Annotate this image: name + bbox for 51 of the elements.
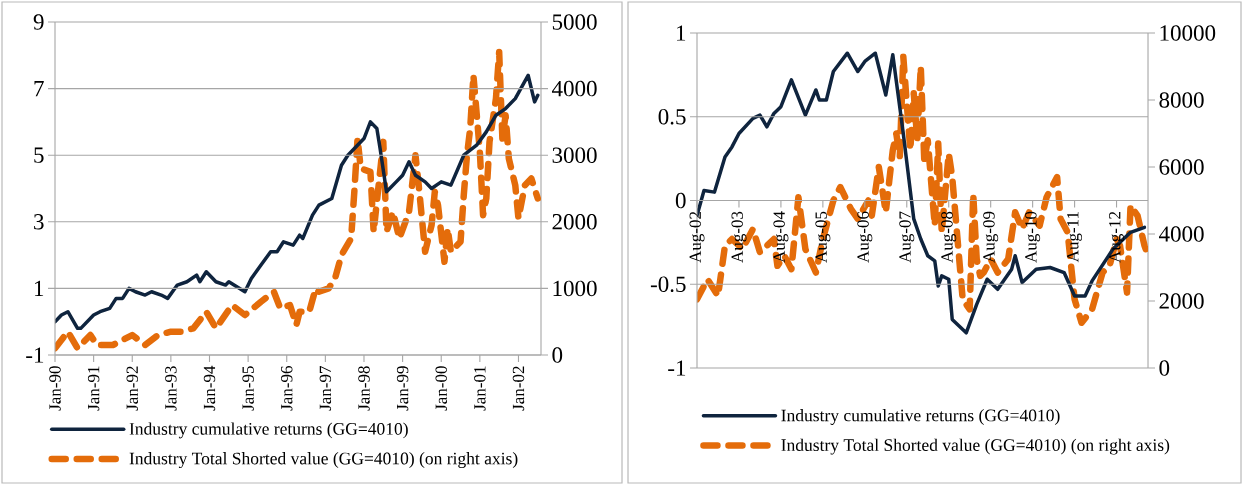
y-tick-label: -0.5 (650, 276, 686, 293)
x-tick-label: Aug-03 (731, 211, 747, 263)
x-tick-label: Aug-07 (899, 211, 915, 263)
y2-tick-label: 0 (1159, 360, 1170, 376)
x-tick-label: Jan-94 (203, 365, 216, 411)
x-tick-label: Jan-01 (474, 366, 486, 411)
y-tick-label: 0.5 (658, 108, 686, 125)
x-tick-label: Jan-92 (126, 366, 138, 411)
legend-label: Industry Total Shorted value (GG=4010) (on right axis) (129, 452, 518, 469)
y2-tick-label: 1000 (553, 280, 597, 297)
x-tick-label: Jan-00 (435, 366, 447, 411)
legend-label: Industry Total Shorted value (GG=4010) (on right axis) (781, 438, 1170, 455)
x-tick-label: Jan-02 (512, 366, 525, 411)
x-tick-label: Aug-09 (983, 211, 999, 263)
y2-tick-label: 5000 (552, 14, 597, 30)
x-tick-label: Jan-95 (242, 366, 254, 411)
y-tick-label: -1 (26, 347, 44, 363)
y-tick-label: 9 (33, 14, 44, 30)
y-tick-label: 1 (34, 280, 44, 296)
y2-tick-label: 3000 (552, 147, 597, 163)
x-tick-label: Aug-08 (941, 211, 957, 263)
x-tick-label: Aug-05 (815, 211, 831, 263)
y2-tick-label: 6000 (1159, 159, 1204, 175)
y-tick-label: 7 (34, 81, 44, 97)
y-tick-label: 3 (34, 214, 44, 230)
y2-tick-label: 4000 (551, 80, 597, 97)
x-tick-label: Aug-12 (1109, 211, 1125, 263)
y-tick-label: 1 (677, 25, 686, 41)
x-tick-label: Aug-11 (1067, 212, 1083, 263)
y2-tick-label: 10000 (1160, 25, 1216, 41)
x-tick-label: Jan-90 (49, 366, 61, 411)
y2-tick-label: 8000 (1159, 92, 1204, 108)
x-tick-label: Jan-99 (396, 366, 409, 411)
x-tick-label: Jan-96 (281, 366, 293, 411)
legend-label: Industry cumulative returns (GG=4010) (129, 422, 408, 439)
x-tick-label: Jan-93 (165, 366, 177, 411)
legend-label: Industry cumulative returns (GG=4010) (781, 409, 1060, 425)
x-tick-label: Aug-04 (773, 211, 789, 263)
y2-tick-label: 0 (552, 347, 563, 363)
y2-tick-label: 2000 (1159, 293, 1204, 309)
y2-tick-label: 2000 (552, 214, 597, 230)
x-tick-label: Aug-02 (689, 211, 705, 263)
y-tick-label: 0 (675, 192, 686, 209)
y-tick-label: -1 (668, 360, 686, 376)
y2-tick-label: 4000 (1159, 226, 1204, 242)
x-tick-label: Aug-10 (1025, 211, 1041, 263)
x-tick-label: Aug-06 (857, 211, 873, 263)
x-tick-label: Jan-98 (358, 366, 370, 411)
x-tick-label: Jan-91 (87, 366, 100, 411)
y-tick-label: 5 (34, 147, 44, 163)
x-tick-label: Jan-97 (319, 366, 332, 411)
